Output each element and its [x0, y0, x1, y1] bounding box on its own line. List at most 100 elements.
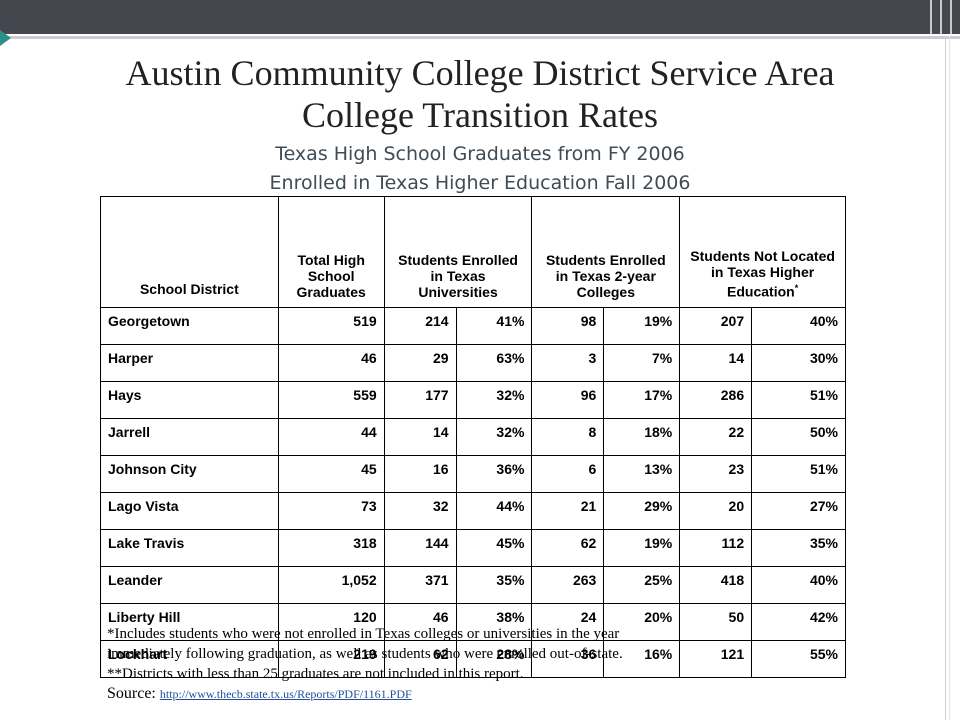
cell-not-located-percent: 51%	[751, 381, 846, 419]
subtitle-line-2: Enrolled in Texas Higher Education Fall …	[269, 172, 691, 194]
topbar-stripes	[930, 0, 952, 34]
right-rule-secondary	[949, 36, 950, 720]
cell-district: Jarrell	[100, 418, 279, 456]
cell-two-year-count: 263	[531, 566, 605, 604]
cell-universities-count: 14	[383, 418, 457, 456]
cell-two-year-count: 3	[531, 344, 605, 382]
cell-not-located-count: 286	[679, 381, 753, 419]
table-row: Lake Travis 318 144 45% 62 19% 112 35%	[100, 529, 846, 567]
cell-total-graduates: 219	[277, 640, 385, 678]
cell-total-graduates: 45	[277, 455, 385, 493]
header-universities: Students Enrolled in Texas Universities	[383, 196, 533, 308]
header-school-district: School District	[100, 196, 279, 308]
cell-two-year-count: 62	[531, 529, 605, 567]
cell-universities-percent: 41%	[455, 307, 533, 345]
cell-universities-count: 62	[383, 640, 457, 678]
cell-district: Liberty Hill	[100, 603, 279, 641]
cell-total-graduates: 46	[277, 344, 385, 382]
page-title: Austin Community College District Servic…	[40, 52, 920, 136]
cell-universities-count: 32	[383, 492, 457, 530]
cell-total-graduates: 559	[277, 381, 385, 419]
footnotes: *Includes students who were not enrolled…	[107, 624, 807, 704]
cell-universities-percent: 32%	[455, 381, 533, 419]
cell-total-graduates: 120	[277, 603, 385, 641]
cell-not-located-percent: 40%	[751, 566, 846, 604]
cell-not-located-count: 112	[679, 529, 753, 567]
cell-district: Johnson City	[100, 455, 279, 493]
cell-not-located-percent: 55%	[751, 640, 846, 678]
cell-two-year-count: 8	[531, 418, 605, 456]
cell-not-located-count: 22	[679, 418, 753, 456]
cell-not-located-count: 207	[679, 307, 753, 345]
accent-line	[0, 36, 960, 39]
cell-district: Georgetown	[100, 307, 279, 345]
cell-two-year-count: 96	[531, 381, 605, 419]
cell-district: Lago Vista	[100, 492, 279, 530]
footnote-line-1: *Includes students who were not enrolled…	[107, 626, 620, 642]
cell-universities-count: 144	[383, 529, 457, 567]
table-header-row: School District Total High School Gradua…	[100, 196, 846, 308]
cell-two-year-percent: 19%	[603, 307, 681, 345]
table-row: Leander 1,052 371 35% 263 25% 418 40%	[100, 566, 846, 604]
cell-two-year-count: 6	[531, 455, 605, 493]
header-total-graduates: Total High School Graduates	[277, 196, 385, 308]
cell-not-located-percent: 27%	[751, 492, 846, 530]
cell-not-located-percent: 51%	[751, 455, 846, 493]
cell-district: Leander	[100, 566, 279, 604]
table-row: Johnson City 45 16 36% 6 13% 23 51%	[100, 455, 846, 493]
subtitle-line-1: Texas High School Graduates from FY 2006	[275, 143, 685, 165]
cell-not-located-count: 121	[679, 640, 753, 678]
cell-district: Harper	[100, 344, 279, 382]
triangle-bullet-icon	[0, 30, 11, 46]
right-rule	[945, 36, 946, 720]
cell-not-located-percent: 50%	[751, 418, 846, 456]
cell-two-year-percent: 25%	[603, 566, 681, 604]
stripe	[930, 0, 932, 34]
table-row: Lago Vista 73 32 44% 21 29% 20 27%	[100, 492, 846, 530]
cell-two-year-percent: 18%	[603, 418, 681, 456]
cell-two-year-count: 21	[531, 492, 605, 530]
cell-two-year-percent: 19%	[603, 529, 681, 567]
cell-two-year-percent: 16%	[603, 640, 681, 678]
footnote-line-3: **Districts with less than 25 graduates …	[107, 666, 524, 682]
cell-not-located-count: 418	[679, 566, 753, 604]
title-line-1: Austin Community College District Servic…	[125, 53, 835, 93]
cell-not-located-percent: 30%	[751, 344, 846, 382]
cell-not-located-count: 20	[679, 492, 753, 530]
cell-universities-percent: 36%	[455, 455, 533, 493]
cell-universities-count: 16	[383, 455, 457, 493]
cell-universities-percent: 32%	[455, 418, 533, 456]
cell-not-located-percent: 40%	[751, 307, 846, 345]
cell-two-year-percent: 13%	[603, 455, 681, 493]
cell-universities-percent: 44%	[455, 492, 533, 530]
cell-total-graduates: 44	[277, 418, 385, 456]
header-two-year-colleges: Students Enrolled in Texas 2-year Colleg…	[531, 196, 681, 308]
cell-not-located-count: 50	[679, 603, 753, 641]
cell-district: Hays	[100, 381, 279, 419]
cell-district: Lockhart	[100, 640, 279, 678]
cell-universities-percent: 28%	[455, 640, 533, 678]
cell-not-located-count: 14	[679, 344, 753, 382]
cell-universities-percent: 35%	[455, 566, 533, 604]
stripe	[950, 0, 952, 34]
table-row: Liberty Hill 120 46 38% 24 20% 50 42%	[100, 603, 846, 641]
header-not-located-mark: *	[794, 283, 799, 294]
header-not-located: Students Not Located in Texas Higher Edu…	[679, 196, 846, 308]
cell-district: Lake Travis	[100, 529, 279, 567]
stripe	[940, 0, 942, 34]
cell-universities-count: 177	[383, 381, 457, 419]
table-row: Hays 559 177 32% 96 17% 286 51%	[100, 381, 846, 419]
cell-universities-percent: 45%	[455, 529, 533, 567]
table-body: Georgetown 519 214 41% 98 19% 207 40% Harper 46 29…	[100, 307, 846, 678]
table-row: Harper 46 29 63% 3 7% 14 30%	[100, 344, 846, 382]
cell-universities-percent: 63%	[455, 344, 533, 382]
source-link[interactable]: http://www.thecb.state.tx.us/Reports/PDF…	[159, 687, 412, 701]
cell-universities-percent: 38%	[455, 603, 533, 641]
transition-rates-table-wrapper: School District Total High School Gradua…	[100, 196, 846, 678]
table-row: Lockhart 219 62 28% 36 16% 121 55%	[100, 640, 846, 678]
cell-two-year-count: 98	[531, 307, 605, 345]
footnote-line-2: immediately following graduation, as wel…	[107, 646, 623, 662]
header-not-located-label: Students Not Located in Texas Higher Edu…	[690, 248, 835, 300]
cell-total-graduates: 519	[277, 307, 385, 345]
top-bar	[0, 0, 960, 34]
